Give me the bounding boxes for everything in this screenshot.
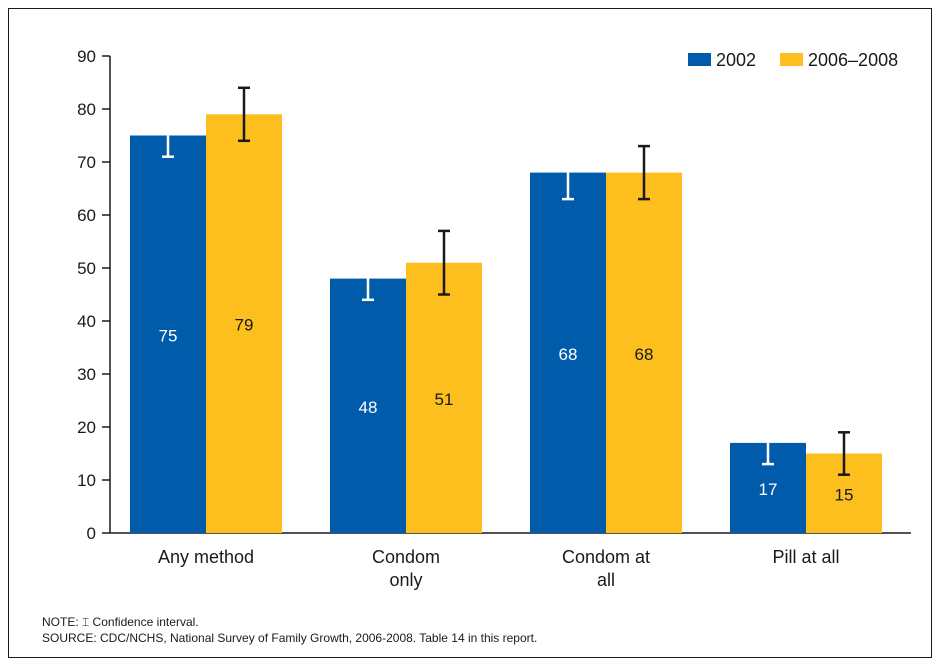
y-tick-label: 20 [77, 418, 96, 437]
y-tick-label: 30 [77, 365, 96, 384]
category-label: only [389, 570, 422, 590]
legend-swatch [780, 53, 803, 66]
bar [130, 135, 206, 533]
confidence-interval-icon: ⌶ [82, 615, 90, 629]
category-label: all [597, 570, 615, 590]
note-prefix: NOTE: [42, 615, 83, 629]
data-label: 75 [159, 326, 178, 345]
y-tick-label: 80 [77, 100, 96, 119]
y-tick-label: 70 [77, 153, 96, 172]
bar [606, 172, 682, 533]
data-label: 48 [359, 398, 378, 417]
data-label: 17 [759, 480, 778, 499]
category-label: Pill at all [772, 547, 839, 567]
legend-label: 2006–2008 [808, 50, 898, 70]
bar [330, 278, 406, 533]
y-tick-label: 0 [87, 524, 96, 543]
category-label: Any method [158, 547, 254, 567]
legend-swatch [688, 53, 711, 66]
note-line: NOTE: ⌶ Confidence interval. [42, 615, 199, 630]
data-label: 79 [235, 316, 254, 335]
y-tick-label: 10 [77, 471, 96, 490]
data-label: 68 [559, 345, 578, 364]
category-label: Condom at [562, 547, 650, 567]
data-label: 68 [635, 345, 654, 364]
source-line: SOURCE: CDC/NCHS, National Survey of Fam… [42, 631, 538, 645]
category-label: Condom [372, 547, 440, 567]
bar [206, 114, 282, 534]
data-label: 15 [835, 485, 854, 504]
bar [530, 172, 606, 533]
y-tick-label: 40 [77, 312, 96, 331]
data-label: 51 [435, 390, 454, 409]
note-text: Confidence interval. [89, 615, 199, 629]
y-tick-label: 60 [77, 206, 96, 225]
y-tick-label: 90 [77, 47, 96, 66]
bar [406, 262, 482, 533]
legend-label: 2002 [716, 50, 756, 70]
y-tick-label: 50 [77, 259, 96, 278]
